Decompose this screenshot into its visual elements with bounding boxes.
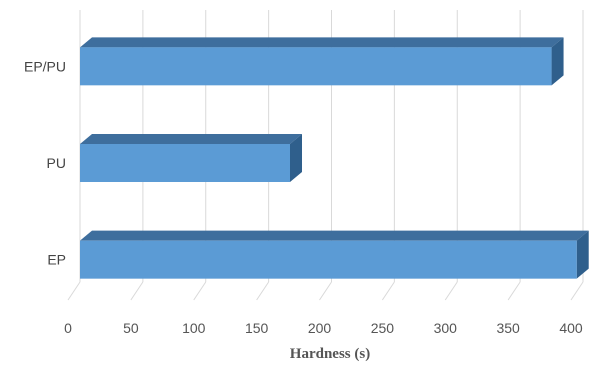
bar-front-face bbox=[80, 47, 552, 86]
x-tick-labels: 0 50 100 150 200 250 300 350 400 bbox=[64, 320, 583, 336]
x-tick-label: 350 bbox=[496, 320, 520, 336]
x-tick-label: 50 bbox=[123, 320, 139, 336]
bar-top-face bbox=[80, 37, 564, 48]
x-axis-title: Hardness (s) bbox=[290, 346, 370, 362]
x-tick-label: 300 bbox=[434, 320, 458, 336]
x-tick-label: 200 bbox=[308, 320, 332, 336]
bars bbox=[80, 37, 589, 279]
bar bbox=[80, 134, 303, 182]
floor-gridline bbox=[67, 281, 81, 301]
category-label: EP/PU bbox=[24, 58, 66, 74]
category-label: PU bbox=[47, 155, 66, 171]
floor-gridline bbox=[256, 281, 270, 301]
floor-gridline bbox=[193, 281, 207, 301]
bar-side-face bbox=[551, 37, 564, 86]
floor-gridline bbox=[444, 281, 458, 301]
bar-top-face bbox=[80, 230, 589, 241]
x-tick-label: 250 bbox=[371, 320, 395, 336]
floor-gridline bbox=[570, 281, 584, 301]
x-tick-label: 150 bbox=[245, 320, 269, 336]
floor-gridline bbox=[507, 281, 521, 301]
category-labels: EP/PU PU EP bbox=[24, 58, 66, 267]
x-tick-label: 400 bbox=[559, 320, 583, 336]
bar bbox=[80, 230, 589, 279]
bar-side-face bbox=[290, 134, 303, 182]
category-label: EP bbox=[47, 252, 66, 268]
x-tick-label: 100 bbox=[182, 320, 206, 336]
bar-front-face bbox=[80, 240, 577, 279]
bar bbox=[80, 37, 564, 86]
x-tick-label: 0 bbox=[64, 320, 72, 336]
bar-side-face bbox=[576, 230, 589, 279]
bar-front-face bbox=[80, 144, 291, 182]
bar-top-face bbox=[80, 134, 303, 144]
floor-gridline bbox=[319, 281, 332, 301]
floor-gridline bbox=[381, 281, 395, 301]
floor-gridline bbox=[130, 281, 144, 301]
